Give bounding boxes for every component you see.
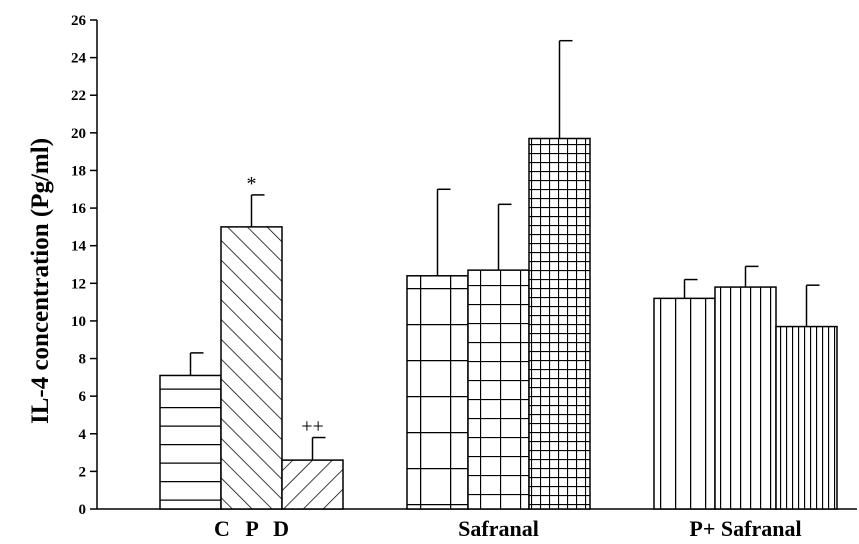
y-tick-label: 6 [79,389,87,405]
bar [528,137,591,510]
bar [467,269,530,510]
y-tick-label: 22 [71,88,86,104]
significance-marker: * [247,173,257,195]
y-tick-label: 26 [71,13,87,29]
y-tick-label: 20 [71,126,86,142]
bar [406,275,469,510]
bar [653,297,716,510]
bar [220,226,283,510]
y-tick-label: 0 [79,502,87,518]
bar [281,459,344,510]
y-tick-label: 12 [71,276,86,292]
y-tick-label: 18 [71,163,86,179]
y-tick-label: 8 [79,352,87,368]
significance-marker: ++ [301,416,324,438]
bar [775,325,838,510]
y-tick-label: 4 [79,427,87,443]
bar [714,286,777,510]
y-tick-label: 10 [71,314,86,330]
y-tick-label: 14 [71,239,87,255]
y-tick-label: 2 [79,464,87,480]
y-tick-label: 24 [71,51,87,67]
x-group-label: P+ Safranal [689,516,801,541]
x-group-label: C P D [214,516,289,541]
bar [159,374,222,510]
y-axis-title: IL-4 concentration (Pg/ml) [27,138,54,424]
x-group-label: Safranal [458,516,539,541]
y-tick-label: 16 [71,201,87,217]
